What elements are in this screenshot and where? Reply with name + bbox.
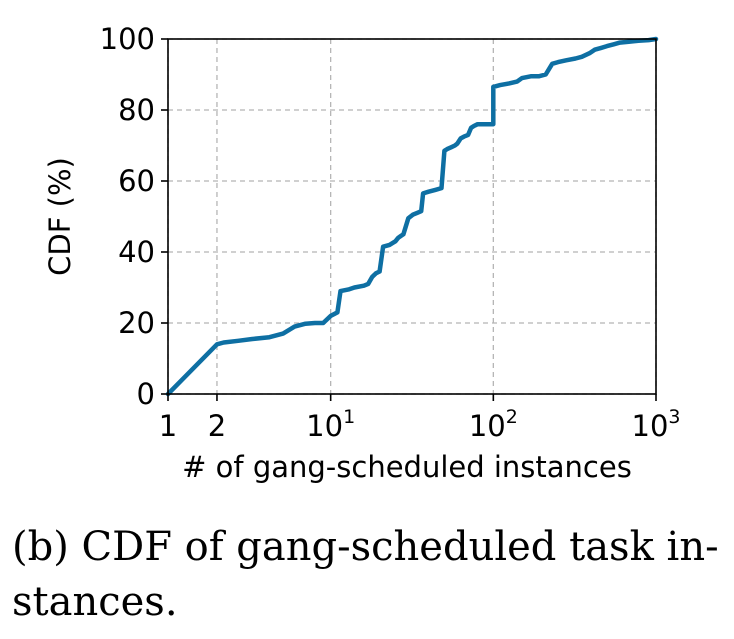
y-axis-ticks: 0 20 40 60 80 100 bbox=[100, 22, 168, 411]
x-tick-label: 103 bbox=[632, 406, 681, 443]
x-tick-base: 10 bbox=[469, 409, 506, 443]
figure-caption: (b) CDF of gang-scheduled task in- stanc… bbox=[12, 524, 719, 625]
data-layer bbox=[165, 36, 659, 397]
x-tick-exponent: 2 bbox=[506, 406, 518, 428]
x-tick-base: 10 bbox=[632, 409, 669, 443]
x-tick-exponent: 1 bbox=[343, 406, 355, 428]
plot-frame bbox=[167, 38, 657, 395]
y-tick-label: 0 bbox=[137, 377, 155, 411]
x-tick-label: 101 bbox=[306, 406, 355, 443]
x-axis-label: # of gang-scheduled instances bbox=[182, 450, 632, 484]
y-axis-label: CDF (%) bbox=[43, 157, 77, 276]
y-tick-label: 60 bbox=[118, 164, 155, 198]
cdf-series-line bbox=[165, 36, 659, 397]
x-tick-base: 10 bbox=[306, 409, 343, 443]
x-tick-label: 2 bbox=[208, 409, 226, 443]
y-tick-label: 80 bbox=[118, 93, 155, 127]
x-tick-base: 1 bbox=[159, 409, 177, 443]
x-tick-label: 102 bbox=[469, 406, 518, 443]
x-tick-base: 2 bbox=[208, 409, 226, 443]
x-tick-label: 1 bbox=[159, 409, 177, 443]
y-tick-label: 40 bbox=[118, 235, 155, 269]
x-axis-ticks: 1 2 101 102 103 bbox=[159, 394, 681, 443]
y-tick-label: 100 bbox=[100, 22, 155, 56]
x-tick-exponent: 3 bbox=[668, 406, 680, 428]
y-tick-label: 20 bbox=[118, 306, 155, 340]
